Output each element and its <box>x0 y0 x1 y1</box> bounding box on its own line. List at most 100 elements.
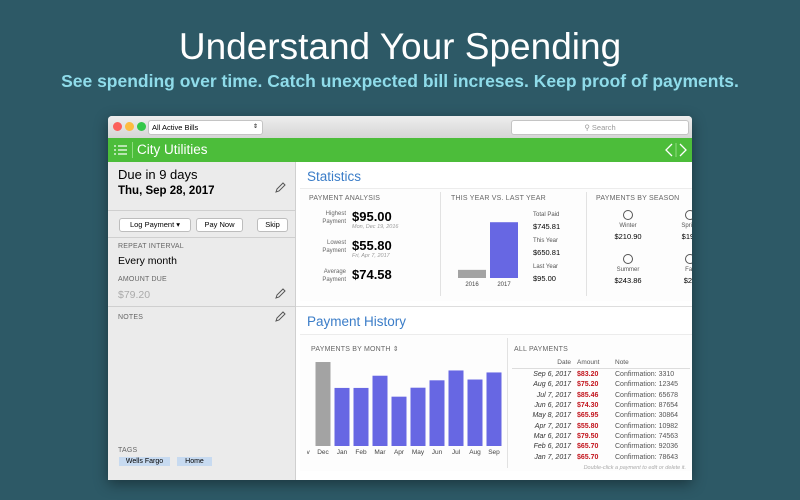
row-amount: $85.46 <box>577 391 599 399</box>
row-date: Feb 6, 2017 <box>533 443 571 451</box>
minimize-button[interactable] <box>125 122 134 131</box>
analysis-value: $74.58 <box>352 267 392 282</box>
table-footer: Double-click a payment to edit or delete… <box>583 465 686 471</box>
pay-now-button[interactable]: Pay Now <box>196 218 243 232</box>
due-date: Thu, Sep 28, 2017 <box>118 185 215 197</box>
row-date: Apr 7, 2017 <box>534 422 571 430</box>
filter-dropdown[interactable]: All Active Bills ⇕ <box>148 120 263 135</box>
season-icon <box>623 210 633 220</box>
bar <box>429 380 445 446</box>
section-title: Statistics <box>307 169 362 184</box>
filter-label: All Active Bills <box>152 123 199 132</box>
due-text: Due in 9 days <box>118 167 198 182</box>
log-payment-button[interactable]: Log Payment ▾ <box>119 218 191 232</box>
tag[interactable]: Wells Fargo <box>119 457 170 466</box>
tag[interactable]: Home <box>177 457 212 466</box>
row-note: Confirmation: 87654 <box>615 402 679 410</box>
chart-heading: PAYMENTS BY MONTH <box>311 346 391 353</box>
row-note: Confirmation: 65678 <box>615 391 679 399</box>
bar <box>486 372 502 446</box>
app-window: All Active Bills ⇕ ⚲ Search City Utilitie… <box>108 116 692 480</box>
row-date: Aug 6, 2017 <box>533 381 571 389</box>
zoom-button[interactable] <box>137 122 146 131</box>
season-value: $243.86 <box>614 276 642 285</box>
bar <box>334 387 350 446</box>
stat-value: $650.81 <box>533 248 561 257</box>
row-date: Jan 7, 2017 <box>534 453 571 461</box>
season-icon <box>623 254 633 264</box>
season-name: Summer <box>616 267 640 273</box>
column-header: Date <box>557 359 571 366</box>
season-value: $24 <box>683 276 692 285</box>
panel-heading: PAYMENTS BY SEASON <box>596 195 680 202</box>
column-header: Note <box>615 359 629 366</box>
bar <box>372 375 388 446</box>
search-field[interactable]: ⚲ Search <box>511 120 689 135</box>
season-value: $210.90 <box>614 232 642 241</box>
row-amount: $65.70 <box>577 453 599 461</box>
season-value: $196 <box>681 232 692 241</box>
edit-icon[interactable] <box>275 288 286 299</box>
nav-arrows[interactable] <box>664 142 690 158</box>
search-placeholder: Search <box>591 123 616 132</box>
skip-button[interactable]: Skip <box>257 218 288 232</box>
row-note: Confirmation: 74563 <box>615 433 679 441</box>
bar <box>458 269 486 278</box>
header-rule <box>512 368 690 369</box>
row-date: Mar 6, 2017 <box>533 433 571 441</box>
list-icon[interactable] <box>114 145 128 156</box>
field-label: NOTES <box>118 314 144 321</box>
x-tick-label: Dec <box>317 449 329 456</box>
headline: Understand Your Spending <box>178 26 622 67</box>
analysis-value: $55.80 <box>352 238 392 253</box>
analysis-label: Highest Payment <box>322 211 346 225</box>
row-date: Jun 6, 2017 <box>534 402 571 410</box>
bar <box>490 222 518 278</box>
row-amount: $65.95 <box>577 412 599 420</box>
x-tick-label: Mar <box>374 449 386 456</box>
row-amount: $83.20 <box>577 371 599 378</box>
row-note: Confirmation: 30864 <box>615 412 679 420</box>
row-note: Confirmation: 10982 <box>615 422 679 430</box>
edit-icon[interactable] <box>275 182 286 193</box>
bar <box>448 370 464 446</box>
column-header: Amount <box>577 359 600 366</box>
edit-icon[interactable] <box>275 311 286 322</box>
section-title: Payment History <box>307 314 407 329</box>
field-label: AMOUNT DUE <box>118 276 167 283</box>
field-value: $79.20 <box>118 289 151 301</box>
row-note: Confirmation: 3310 <box>615 371 675 378</box>
x-tick-label: Nov <box>307 449 311 456</box>
stat-value: $745.81 <box>533 222 561 231</box>
analysis-label: Lowest Payment <box>322 240 346 254</box>
analysis-date: Fri, Apr 7, 2017 <box>352 253 390 259</box>
season-name: Winter <box>619 223 637 229</box>
panel-heading: THIS YEAR VS. LAST YEAR <box>451 195 546 202</box>
x-tick-label: Apr <box>394 449 405 456</box>
x-tick-label: Jun <box>432 449 443 456</box>
row-note: Confirmation: 78643 <box>615 453 679 461</box>
bill-name: City Utilities <box>137 142 208 157</box>
season-name: Spring <box>681 223 692 229</box>
analysis-date: Mon, Dec 19, 2016 <box>352 224 399 230</box>
panel-heading: PAYMENT ANALYSIS <box>309 195 381 202</box>
subheadline: See spending over time. Catch unexpected… <box>61 71 739 91</box>
x-tick-label: Aug <box>469 449 481 456</box>
bar <box>391 396 407 446</box>
panel-heading: ALL PAYMENTS <box>514 346 569 353</box>
x-tick-label: 2016 <box>465 282 479 288</box>
season-name: Fall <box>685 267 692 273</box>
stat-label: Last Year <box>533 264 559 270</box>
stat-value: $95.00 <box>533 274 556 283</box>
x-tick-label: Jan <box>337 449 348 456</box>
close-button[interactable] <box>113 122 122 131</box>
season-icon <box>685 210 692 220</box>
stat-label: Total Paid <box>533 212 560 218</box>
row-amount: $74.30 <box>577 402 599 410</box>
season-icon <box>685 254 692 264</box>
row-note: Confirmation: 12345 <box>615 381 679 389</box>
x-tick-label: Jul <box>452 449 461 456</box>
bar <box>353 387 369 446</box>
x-tick-label: Sep <box>488 449 500 456</box>
